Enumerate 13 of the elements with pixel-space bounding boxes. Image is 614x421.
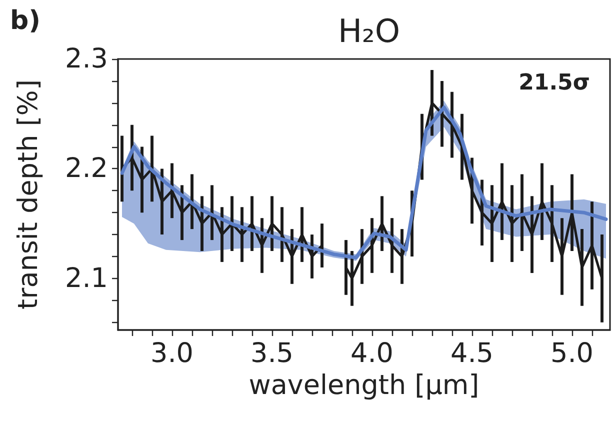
x-tick-label: 5.0 bbox=[550, 338, 594, 369]
x-axis-title: wavelength [µm] bbox=[248, 370, 480, 401]
annotation: 21.5σ bbox=[518, 70, 590, 96]
x-tick-label: 3.5 bbox=[250, 338, 294, 369]
text: b) bbox=[10, 6, 40, 36]
x-tick-label: 3.0 bbox=[150, 338, 194, 369]
y-tick-label: 2.3 bbox=[65, 44, 108, 74]
x-tick-label: 4.5 bbox=[450, 338, 494, 369]
y-axis-title: transit depth [%] bbox=[13, 80, 44, 310]
chart-title: H₂O bbox=[338, 12, 400, 50]
x-tick-label: 4.0 bbox=[350, 338, 394, 369]
y-tick-label: 2.1 bbox=[65, 262, 108, 294]
y-tick-label: 2.2 bbox=[65, 153, 108, 184]
